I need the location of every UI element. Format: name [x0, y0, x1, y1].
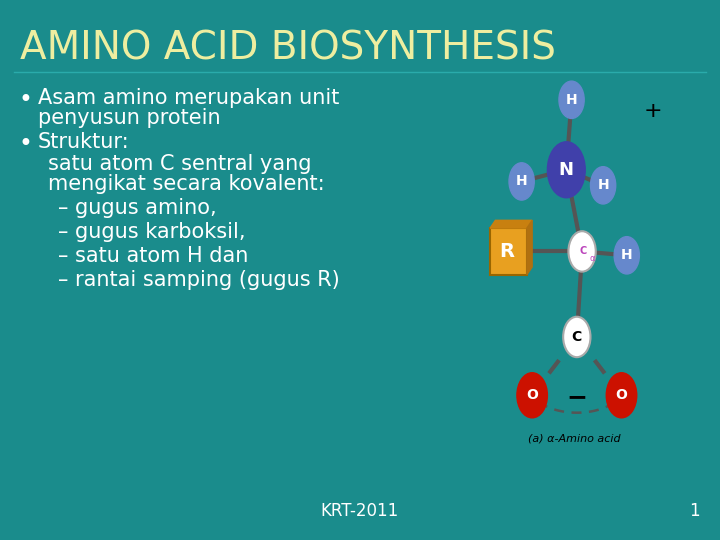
- Text: – gugus karboksil,: – gugus karboksil,: [58, 222, 246, 242]
- FancyBboxPatch shape: [490, 228, 527, 275]
- Text: C: C: [572, 330, 582, 344]
- Text: H: H: [598, 178, 609, 192]
- Text: N: N: [559, 161, 574, 179]
- Circle shape: [590, 167, 616, 204]
- Text: R: R: [500, 242, 515, 261]
- Circle shape: [563, 317, 590, 357]
- Text: penyusun protein: penyusun protein: [38, 108, 220, 128]
- Text: •: •: [18, 88, 32, 112]
- Text: 1: 1: [689, 502, 700, 520]
- Circle shape: [606, 373, 636, 418]
- Circle shape: [509, 163, 534, 200]
- Text: KRT-2011: KRT-2011: [321, 502, 399, 520]
- Text: AMINO ACID BIOSYNTHESIS: AMINO ACID BIOSYNTHESIS: [20, 30, 556, 68]
- Text: +: +: [644, 102, 662, 122]
- Text: C: C: [580, 246, 587, 256]
- Text: •: •: [18, 132, 32, 156]
- Text: satu atom C sentral yang: satu atom C sentral yang: [48, 154, 312, 174]
- Text: H: H: [566, 93, 577, 107]
- Circle shape: [568, 231, 595, 272]
- Polygon shape: [490, 220, 532, 228]
- Text: mengikat secara kovalent:: mengikat secara kovalent:: [48, 174, 325, 194]
- Text: – satu atom H dan: – satu atom H dan: [58, 246, 248, 266]
- Text: Asam amino merupakan unit: Asam amino merupakan unit: [38, 88, 339, 108]
- Text: (a) α-Amino acid: (a) α-Amino acid: [528, 433, 621, 443]
- Text: Struktur:: Struktur:: [38, 132, 130, 152]
- Circle shape: [559, 81, 584, 118]
- Polygon shape: [527, 220, 532, 275]
- Circle shape: [547, 142, 585, 198]
- Circle shape: [517, 373, 547, 418]
- Text: −: −: [567, 385, 588, 409]
- Text: – rantai samping (gugus R): – rantai samping (gugus R): [58, 270, 340, 290]
- Text: α: α: [590, 254, 595, 263]
- Text: O: O: [526, 388, 538, 402]
- Text: H: H: [516, 174, 528, 188]
- Text: – gugus amino,: – gugus amino,: [58, 198, 217, 218]
- Text: H: H: [621, 248, 633, 262]
- Text: O: O: [616, 388, 627, 402]
- Circle shape: [614, 237, 639, 274]
